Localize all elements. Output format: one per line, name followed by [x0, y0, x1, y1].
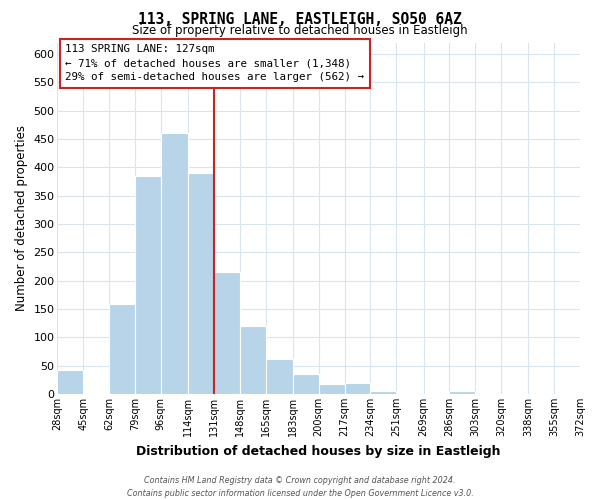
- Text: 113 SPRING LANE: 127sqm
← 71% of detached houses are smaller (1,348)
29% of semi: 113 SPRING LANE: 127sqm ← 71% of detache…: [65, 44, 364, 82]
- Text: Contains HM Land Registry data © Crown copyright and database right 2024.
Contai: Contains HM Land Registry data © Crown c…: [127, 476, 473, 498]
- Bar: [214, 272, 240, 394]
- Text: 113, SPRING LANE, EASTLEIGH, SO50 6AZ: 113, SPRING LANE, EASTLEIGH, SO50 6AZ: [138, 12, 462, 28]
- Bar: [293, 374, 319, 394]
- Bar: [109, 304, 135, 394]
- Bar: [370, 390, 396, 394]
- Text: Size of property relative to detached houses in Eastleigh: Size of property relative to detached ho…: [132, 24, 468, 37]
- Bar: [319, 384, 344, 394]
- Y-axis label: Number of detached properties: Number of detached properties: [15, 126, 28, 312]
- Bar: [449, 391, 475, 394]
- Bar: [240, 326, 266, 394]
- Bar: [188, 173, 214, 394]
- Bar: [135, 176, 161, 394]
- Bar: [161, 133, 188, 394]
- X-axis label: Distribution of detached houses by size in Eastleigh: Distribution of detached houses by size …: [136, 444, 501, 458]
- Bar: [344, 382, 370, 394]
- Bar: [58, 370, 83, 394]
- Bar: [266, 359, 293, 394]
